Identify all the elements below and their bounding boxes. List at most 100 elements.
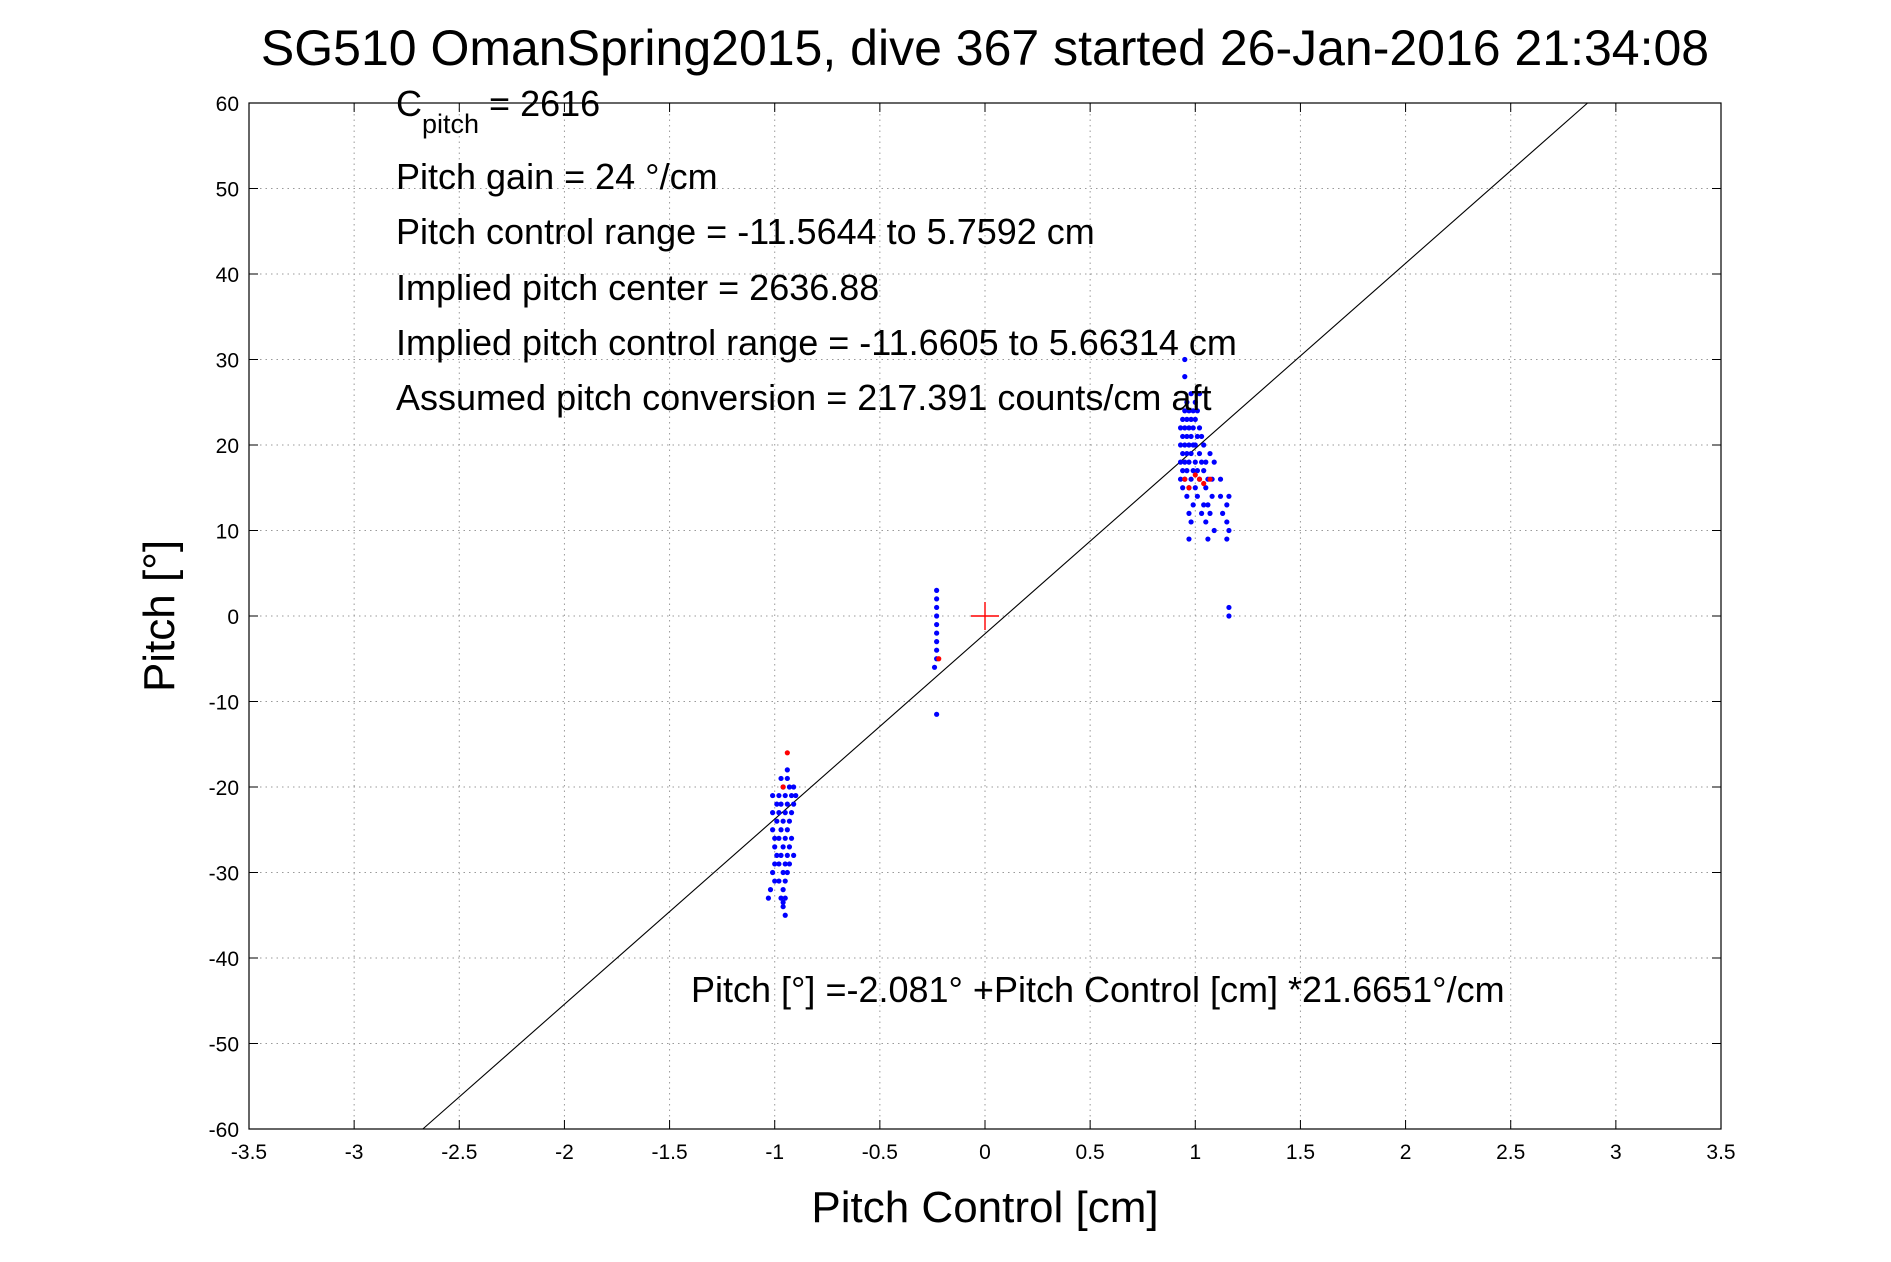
plot-area (248, 102, 1722, 1130)
data-point (1182, 442, 1188, 448)
y-tick-label: 40 (216, 264, 239, 287)
data-point (1196, 425, 1203, 431)
data-point (1196, 391, 1203, 397)
data-point (770, 869, 776, 876)
c-pitch-symbol: C (396, 83, 422, 124)
data-point (778, 895, 784, 901)
data-point (770, 827, 776, 833)
fit-equation-annotation: Pitch [°] =-2.081° +Pitch Control [cm] *… (691, 969, 1505, 1010)
data-point (770, 810, 776, 816)
data-point (934, 647, 940, 653)
y-tick-label: -20 (209, 777, 239, 800)
c-pitch-subscript: pitch (422, 109, 479, 139)
x-tick-label: -1.5 (651, 1141, 687, 1164)
y-tick-label: -40 (209, 948, 239, 971)
data-point (1198, 459, 1205, 465)
y-tick-label: -50 (209, 1034, 239, 1057)
data-point (765, 895, 772, 901)
data-point (1190, 425, 1196, 431)
data-point (1182, 459, 1188, 465)
fit-line-layer (422, 102, 1588, 1130)
data-point (778, 775, 784, 782)
data-point (780, 818, 786, 824)
data-point (784, 775, 790, 782)
data-point (1211, 459, 1217, 465)
data-point (776, 861, 782, 867)
data-point (1192, 399, 1198, 405)
data-point (780, 887, 786, 893)
data-point (778, 852, 784, 859)
data-point (778, 827, 784, 833)
data-point (776, 878, 782, 884)
data-point (1184, 433, 1190, 440)
data-point (1184, 399, 1190, 405)
data-point (1201, 480, 1207, 487)
data-point (1209, 493, 1215, 499)
data-point (782, 878, 788, 884)
data-point (1188, 450, 1194, 457)
chart-title: SG510 OmanSpring2015, dive 367 started 2… (261, 20, 1709, 76)
data-point (780, 869, 786, 876)
data-point (1226, 527, 1232, 534)
data-point (770, 792, 776, 799)
data-point (791, 784, 797, 790)
data-point (1186, 408, 1192, 414)
data-point (934, 630, 940, 636)
data-point (1182, 408, 1188, 414)
data-point (1192, 459, 1198, 465)
data-point (1224, 536, 1230, 542)
x-tick-label: 1.5 (1286, 1141, 1315, 1164)
y-tick-label: 30 (216, 350, 239, 373)
data-point (1205, 502, 1211, 508)
x-tick-label: 1 (1189, 1141, 1201, 1164)
x-tick-label: 3.5 (1706, 1141, 1735, 1164)
data-point (780, 784, 786, 790)
data-point (1186, 459, 1192, 465)
data-point (776, 810, 782, 816)
fit-line (422, 102, 1588, 1130)
data-point (1182, 374, 1188, 380)
data-point (1186, 485, 1192, 491)
x-tick-label: 2 (1400, 1141, 1412, 1164)
data-point (774, 818, 780, 824)
data-point (767, 887, 774, 893)
data-point (772, 878, 778, 884)
data-point (788, 792, 795, 799)
data-point (772, 835, 778, 841)
data-point (1226, 493, 1232, 499)
x-tick-label: -3 (345, 1141, 364, 1164)
data-point (1177, 442, 1184, 448)
data-point (1192, 442, 1198, 448)
data-point (772, 861, 778, 867)
data-point (1196, 450, 1203, 457)
data-point (782, 835, 788, 841)
x-tick-label: -3.5 (231, 1141, 267, 1164)
data-point (1190, 468, 1196, 474)
data-point (782, 861, 788, 867)
data-point (1224, 519, 1230, 525)
data-point (1198, 433, 1205, 440)
data-point (776, 792, 782, 799)
data-point (786, 784, 793, 790)
data-point (782, 895, 788, 901)
implied-pitch-control-range-annotation: Implied pitch control range = -11.6605 t… (396, 322, 1237, 363)
x-tick-label: -0.5 (862, 1141, 898, 1164)
data-point (1177, 425, 1184, 431)
c-pitch-value: = 2616 (479, 83, 600, 124)
data-point (1196, 476, 1203, 482)
data-point (780, 844, 786, 850)
data-point (1180, 468, 1186, 474)
data-point (1186, 510, 1192, 516)
data-point (1203, 485, 1209, 491)
data-point (1177, 459, 1184, 465)
grid (249, 103, 1721, 1129)
data-point (934, 711, 940, 717)
data-point (1177, 476, 1184, 482)
data-point (1180, 485, 1186, 491)
data-point (1182, 425, 1188, 431)
data-point (1226, 604, 1232, 611)
data-point (786, 861, 793, 867)
data-point (1217, 476, 1224, 482)
data-point (784, 827, 790, 833)
